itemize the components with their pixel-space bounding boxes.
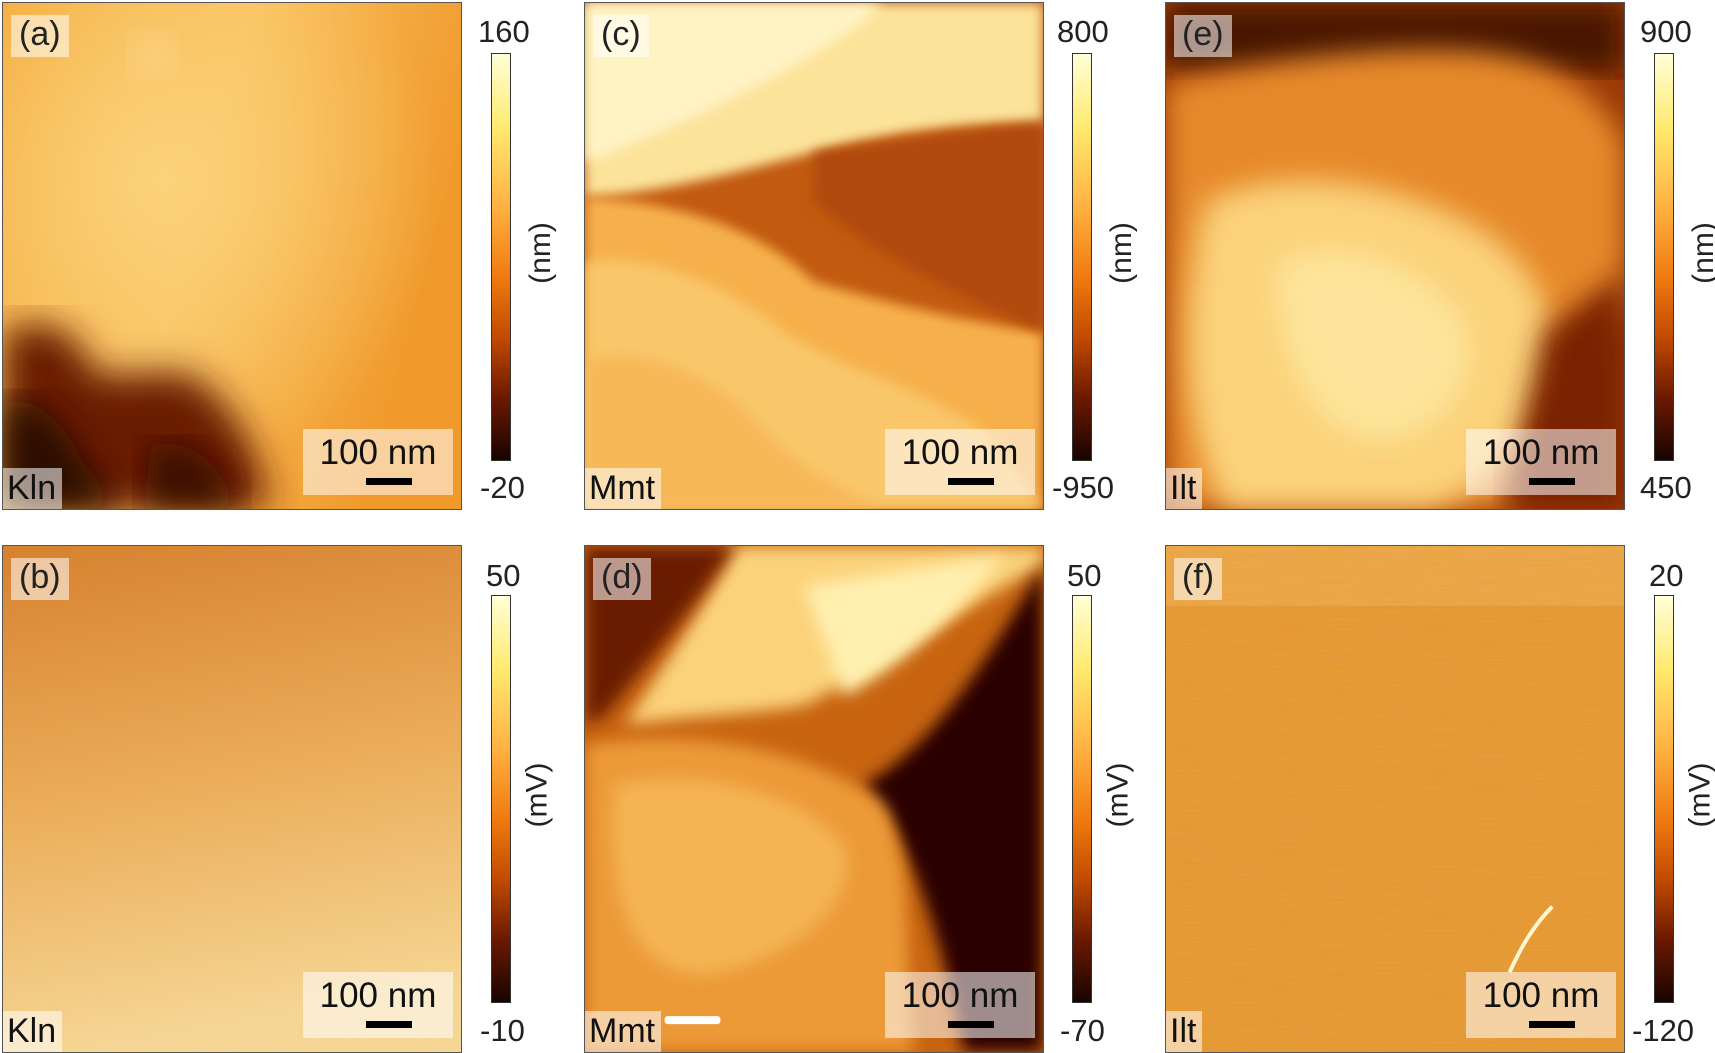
colorbar-unit: (nm) — [523, 222, 557, 284]
colorbar-d — [1072, 595, 1092, 1003]
scale-bar-label: 100 nm — [1482, 976, 1600, 1015]
panel-label: (c) — [593, 15, 649, 57]
colorbar-max: 50 — [486, 558, 521, 593]
scale-bar-line — [1529, 1021, 1575, 1028]
panel-e-ilt-topography: (e) Ilt 100 nm — [1165, 2, 1625, 510]
scale-bar: 100 nm — [885, 972, 1035, 1038]
scale-bar: 100 nm — [303, 972, 453, 1038]
scale-bar-label: 100 nm — [319, 976, 437, 1015]
scale-bar-line — [366, 1021, 412, 1028]
material-label: Ilt — [1166, 1010, 1203, 1052]
scale-bar-line — [366, 478, 412, 485]
colorbar-c — [1072, 53, 1092, 461]
colorbar-max: 20 — [1649, 558, 1684, 593]
afm-image-a — [3, 3, 461, 509]
colorbar-max: 160 — [478, 14, 530, 49]
colorbar-min: -10 — [480, 1013, 525, 1048]
colorbar-min: -950 — [1052, 470, 1115, 505]
panel-c-mmt-topography: (c) Mmt 100 nm — [584, 2, 1044, 510]
colorbar-unit: (nm) — [1686, 222, 1715, 284]
colorbar-max: 900 — [1640, 14, 1692, 49]
colorbar-max: 50 — [1067, 558, 1102, 593]
scale-bar-label: 100 nm — [901, 433, 1019, 472]
scale-bar-label: 100 nm — [1482, 433, 1600, 472]
scale-bar-line — [948, 1021, 994, 1028]
panel-label: (e) — [1174, 15, 1232, 57]
colorbar-b — [491, 595, 511, 1003]
scale-bar: 100 nm — [303, 429, 453, 495]
colorbar-a — [491, 53, 511, 461]
colorbar-unit: (mV) — [1683, 762, 1715, 828]
panel-b-kln-potential: (b) Kln 100 nm — [2, 545, 462, 1053]
colorbar-min: -70 — [1060, 1013, 1105, 1048]
material-label: Kln — [3, 467, 63, 509]
colorbar-unit: (mV) — [520, 762, 554, 828]
kpfm-image-f — [1166, 546, 1624, 1052]
colorbar-min: -120 — [1632, 1013, 1695, 1048]
panel-label: (b) — [11, 558, 69, 600]
material-label: Mmt — [585, 467, 662, 509]
colorbar-min: -20 — [480, 470, 525, 505]
colorbar-max: 800 — [1057, 14, 1109, 49]
material-label: Kln — [3, 1010, 63, 1052]
colorbar-unit: (nm) — [1104, 222, 1138, 284]
colorbar-unit: (mV) — [1101, 762, 1135, 828]
colorbar-min: 450 — [1640, 470, 1692, 505]
afm-image-c — [585, 3, 1043, 509]
scale-bar-label: 100 nm — [319, 433, 437, 472]
panel-label: (a) — [11, 15, 69, 57]
afm-image-e — [1166, 3, 1624, 509]
scale-bar: 100 nm — [885, 429, 1035, 495]
panel-label: (d) — [593, 558, 651, 600]
panel-d-mmt-potential: (d) Mmt 100 nm — [584, 545, 1044, 1053]
scale-bar-line — [948, 478, 994, 485]
kpfm-image-d — [585, 546, 1043, 1052]
material-label: Mmt — [585, 1010, 662, 1052]
scale-bar-label: 100 nm — [901, 976, 1019, 1015]
colorbar-e — [1654, 53, 1674, 461]
scale-bar-line — [1529, 478, 1575, 485]
scale-bar: 100 nm — [1466, 429, 1616, 495]
kpfm-image-b — [3, 546, 461, 1052]
scale-bar: 100 nm — [1466, 972, 1616, 1038]
panel-label: (f) — [1174, 558, 1223, 600]
panel-f-ilt-potential: (f) Ilt 100 nm — [1165, 545, 1625, 1053]
panel-a-kln-topography: (a) Kln 100 nm — [2, 2, 462, 510]
material-label: Ilt — [1166, 467, 1203, 509]
colorbar-f — [1654, 595, 1674, 1003]
